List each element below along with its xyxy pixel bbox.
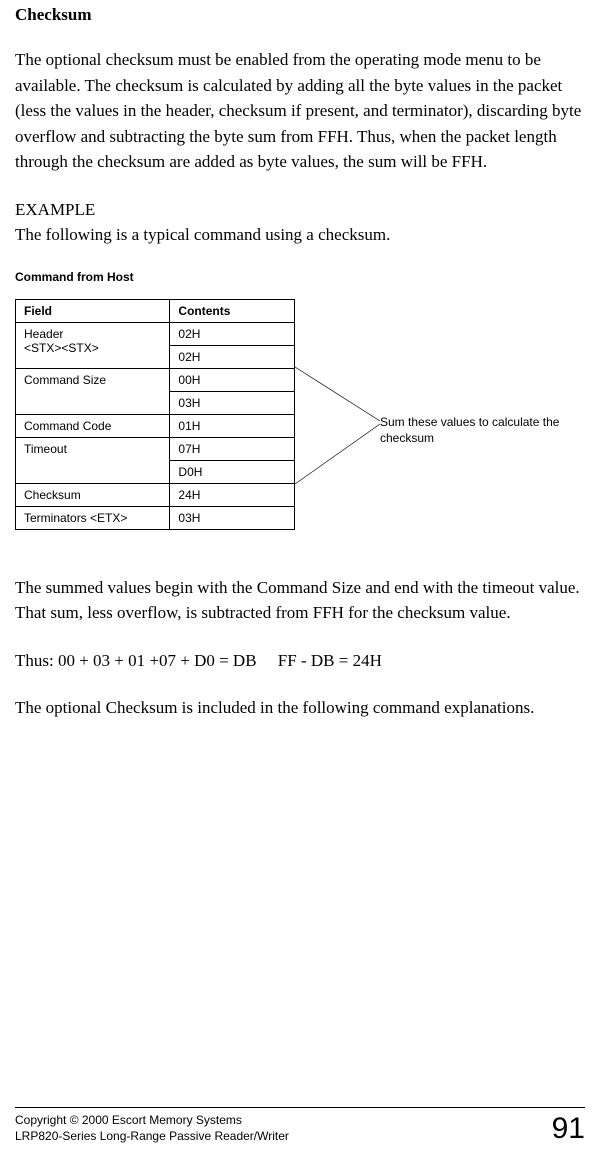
table-container: Field Contents Header<STX><STX> 02H 02H … [15, 299, 585, 530]
example-description: The following is a typical command using… [15, 222, 585, 248]
table-row: Timeout 07H [16, 437, 295, 460]
page-number: 91 [552, 1114, 585, 1144]
table-cell-contents: 02H [170, 322, 295, 345]
table-cell-field: Timeout [16, 437, 170, 483]
table-header-field: Field [16, 299, 170, 322]
table-caption: Command from Host [15, 270, 585, 284]
table-row: Header<STX><STX> 02H [16, 322, 295, 345]
table-row: Terminators <ETX> 03H [16, 506, 295, 529]
after-table-paragraph: The summed values begin with the Command… [15, 575, 585, 626]
table-row: Checksum 24H [16, 483, 295, 506]
intro-paragraph: The optional checksum must be enabled fr… [15, 47, 585, 175]
table-cell-contents: 24H [170, 483, 295, 506]
section-heading: Checksum [15, 5, 585, 25]
table-row: Command Size 00H [16, 368, 295, 391]
product-line: LRP820-Series Long-Range Passive Reader/… [15, 1128, 289, 1144]
table-header-contents: Contents [170, 299, 295, 322]
table-cell-contents: 07H [170, 437, 295, 460]
table-cell-contents: 03H [170, 391, 295, 414]
table-cell-contents: 02H [170, 345, 295, 368]
footer-left: Copyright © 2000 Escort Memory Systems L… [15, 1112, 289, 1144]
callout-lines [295, 359, 385, 489]
calculation-line: Thus: 00 + 03 + 01 +07 + D0 = DB FF - DB… [15, 648, 585, 674]
table-row: Command Code 01H [16, 414, 295, 437]
annotation-text: Sum these values to calculate the checks… [380, 414, 570, 448]
table-cell-field: Command Code [16, 414, 170, 437]
page-footer: Copyright © 2000 Escort Memory Systems L… [15, 1107, 585, 1144]
table-cell-field: Command Size [16, 368, 170, 414]
table-cell-contents: D0H [170, 460, 295, 483]
table-cell-field: Header<STX><STX> [16, 322, 170, 368]
copyright-line: Copyright © 2000 Escort Memory Systems [15, 1112, 289, 1128]
table-cell-field: Checksum [16, 483, 170, 506]
final-paragraph: The optional Checksum is included in the… [15, 695, 585, 721]
packet-table: Field Contents Header<STX><STX> 02H 02H … [15, 299, 295, 530]
table-cell-contents: 00H [170, 368, 295, 391]
table-cell-contents: 01H [170, 414, 295, 437]
example-label: EXAMPLE [15, 197, 585, 223]
table-cell-contents: 03H [170, 506, 295, 529]
table-cell-field: Terminators <ETX> [16, 506, 170, 529]
